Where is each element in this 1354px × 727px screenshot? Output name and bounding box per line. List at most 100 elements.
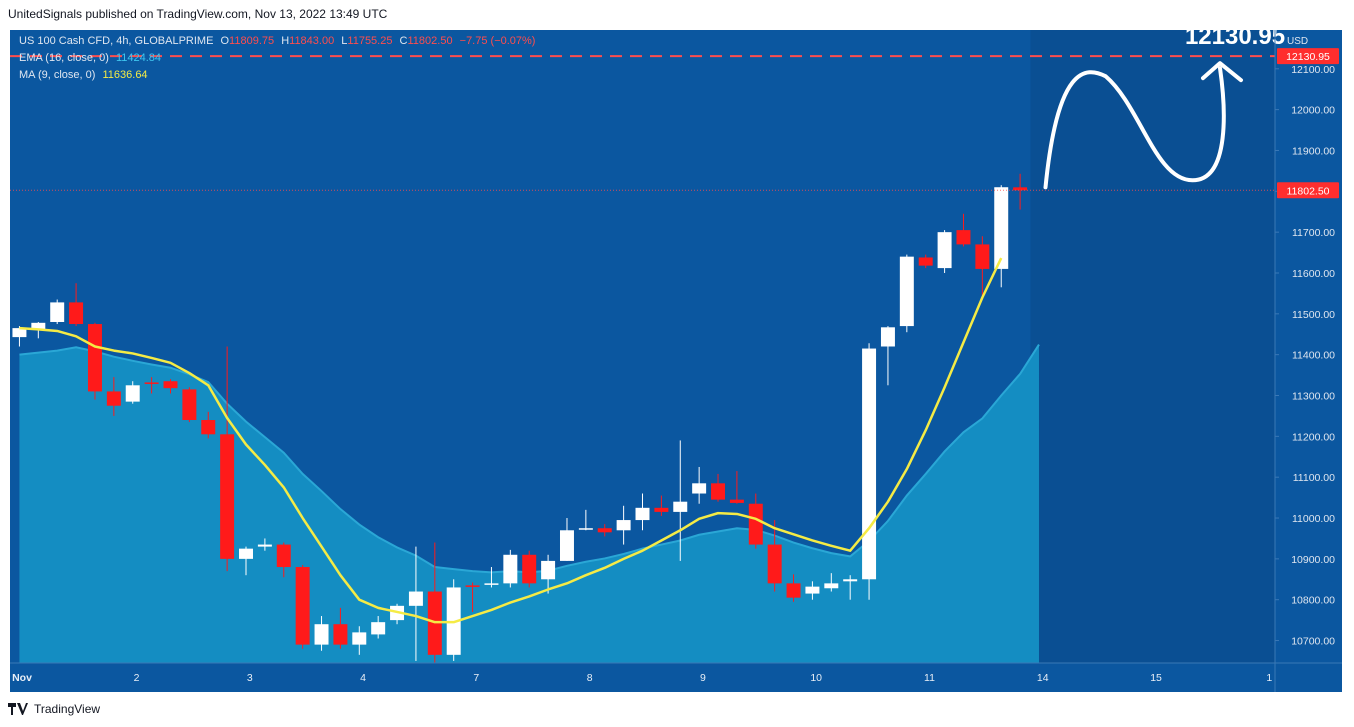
candle [182, 387, 197, 423]
y-tick-label: 12000.00 [1291, 105, 1335, 117]
ema-value: 11424.84 [115, 52, 162, 64]
projection-arrowhead [1201, 61, 1243, 83]
footer-brand-label: TradingView [34, 702, 101, 716]
x-tick-label: 15 [1150, 672, 1162, 684]
x-tick-label: 3 [247, 672, 253, 684]
candle [220, 346, 235, 572]
candle [276, 542, 291, 578]
candle-body [729, 499, 744, 503]
legend-ma-row: MA (9, close, 0) 11636.64 [19, 69, 148, 81]
candle-body [975, 244, 990, 269]
projection-path [1043, 66, 1226, 190]
candle-body [257, 544, 272, 547]
candle-body [559, 530, 574, 561]
candle [975, 236, 990, 298]
currency-label: USD [1287, 36, 1308, 47]
y-tick-label: 11700.00 [1292, 227, 1335, 239]
close-label: C [399, 35, 408, 47]
candle [69, 283, 84, 327]
candle [635, 493, 650, 531]
footer-brand[interactable]: TradingView [8, 702, 100, 716]
x-tick-label: 2 [134, 672, 140, 684]
legend-ohlc-row: US 100 Cash CFD, 4h, GLOBALPRIME O11809.… [19, 35, 535, 47]
change-value: −7.75 (−0.07%) [459, 35, 536, 47]
candle-body [503, 554, 518, 584]
candle [239, 546, 253, 576]
candle-body [597, 528, 612, 533]
x-tick-label: 9 [700, 672, 706, 684]
candle-body [767, 544, 782, 584]
candle [786, 574, 801, 602]
projection-area [1030, 30, 1275, 663]
y-tick-label: 11400.00 [1292, 350, 1335, 362]
x-tick-label: 4 [360, 672, 366, 684]
candle [899, 254, 914, 333]
candle-body [918, 257, 933, 266]
candle-body [12, 328, 27, 338]
candle [408, 546, 423, 661]
candle-body [144, 382, 159, 384]
candle-body [1013, 187, 1028, 191]
candle [465, 582, 480, 612]
publisher-caption: UnitedSignals published on TradingView.c… [8, 7, 388, 21]
close-value: 11802.50 [407, 35, 453, 47]
chart-canvas[interactable]: 12130.95USD12100.0012000.0011900.0011800… [10, 30, 1342, 692]
candle [767, 520, 782, 592]
target-price-badge [1277, 48, 1339, 65]
candle-body [50, 302, 65, 322]
candle [352, 626, 367, 655]
candle-body [352, 632, 367, 645]
candle [106, 377, 121, 416]
x-tick-label: 10 [810, 672, 822, 684]
chart-panel[interactable]: 12130.95USD12100.0012000.0011900.0011800… [10, 30, 1342, 692]
low-label: L [341, 35, 348, 47]
candle-body [541, 560, 556, 580]
candle [711, 473, 726, 502]
y-tick-label: 11900.00 [1292, 145, 1335, 157]
candle [692, 466, 707, 504]
candle-body [711, 483, 726, 500]
candle [616, 505, 631, 545]
symbol-label: US 100 Cash CFD, 4h, GLOBALPRIME [19, 35, 214, 47]
candle-body [862, 348, 877, 580]
candle-body [239, 548, 253, 559]
y-tick-label: 11000.00 [1292, 513, 1335, 525]
x-tick-label: 1 [1266, 672, 1272, 684]
open-value: 11809.75 [229, 35, 275, 47]
candle-body [786, 583, 801, 598]
candle [125, 381, 140, 404]
y-tick-label: 11300.00 [1292, 391, 1335, 403]
candle [956, 213, 971, 247]
x-tick-label: Nov [12, 672, 32, 684]
last-price-badge-label: 11802.50 [1286, 185, 1329, 197]
y-tick-label: 10900.00 [1291, 554, 1335, 566]
candle [484, 567, 499, 588]
last-price-badge [1277, 182, 1339, 199]
high-value: 11843.00 [289, 35, 335, 47]
candle [12, 326, 27, 347]
candle [522, 550, 537, 588]
candle [824, 573, 839, 592]
ma-line [19, 257, 1003, 624]
candle-body [843, 579, 858, 582]
legend-ema-row: EMA (16, close, 0) 11424.84 [19, 52, 161, 64]
candle [673, 440, 688, 561]
candle [862, 343, 877, 600]
candle-body [69, 302, 84, 325]
open-label: O [220, 35, 230, 47]
ema-area [19, 344, 1039, 663]
candle [937, 230, 952, 273]
target-price-badge-label: 12130.95 [1286, 51, 1330, 63]
candle [144, 377, 159, 394]
ma-label: MA (9, close, 0) [19, 69, 96, 81]
candle-body [578, 528, 593, 530]
candle [559, 518, 574, 561]
ma-value: 11636.64 [102, 69, 148, 81]
candle [163, 379, 178, 394]
candle [295, 564, 310, 649]
price-axis: USD12100.0012000.0011900.0011800.0011700… [1274, 30, 1339, 692]
candle-body [692, 483, 707, 494]
candle-body [87, 324, 102, 392]
candle [597, 524, 612, 537]
y-tick-label: 10800.00 [1291, 595, 1335, 607]
